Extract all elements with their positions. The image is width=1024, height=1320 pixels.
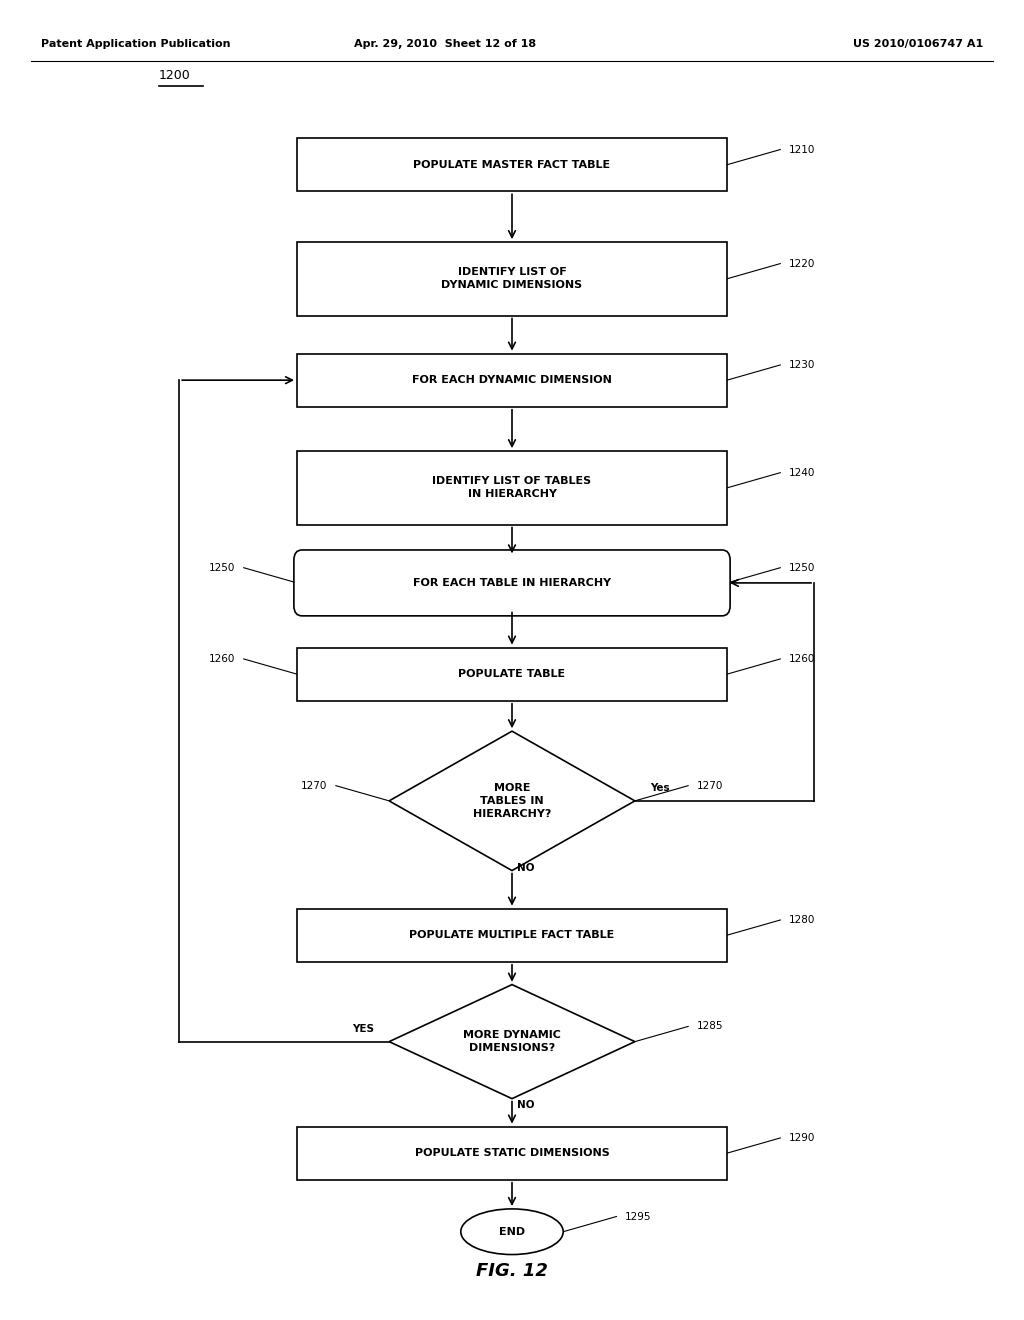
Text: IDENTIFY LIST OF
DYNAMIC DIMENSIONS: IDENTIFY LIST OF DYNAMIC DIMENSIONS [441, 268, 583, 290]
FancyBboxPatch shape [297, 908, 727, 962]
Text: 1285: 1285 [696, 1022, 723, 1031]
Text: Patent Application Publication: Patent Application Publication [41, 40, 230, 49]
FancyBboxPatch shape [297, 1126, 727, 1180]
FancyBboxPatch shape [297, 648, 727, 701]
FancyBboxPatch shape [297, 451, 727, 524]
Text: 1260: 1260 [788, 653, 815, 664]
Ellipse shape [461, 1209, 563, 1254]
Text: YES: YES [352, 1024, 374, 1034]
FancyBboxPatch shape [297, 139, 727, 191]
Text: NO: NO [517, 863, 535, 873]
FancyBboxPatch shape [297, 354, 727, 407]
Text: 1230: 1230 [788, 360, 815, 370]
Text: 1250: 1250 [209, 562, 236, 573]
Text: Yes: Yes [650, 783, 670, 793]
Text: END: END [499, 1226, 525, 1237]
FancyBboxPatch shape [294, 550, 730, 616]
Text: MORE DYNAMIC
DIMENSIONS?: MORE DYNAMIC DIMENSIONS? [463, 1030, 561, 1053]
Text: 1240: 1240 [788, 467, 815, 478]
Text: 1200: 1200 [159, 70, 190, 82]
Text: 1295: 1295 [625, 1212, 651, 1221]
Text: 1260: 1260 [209, 653, 236, 664]
Text: FOR EACH DYNAMIC DIMENSION: FOR EACH DYNAMIC DIMENSION [412, 375, 612, 385]
Polygon shape [389, 985, 635, 1098]
Text: Apr. 29, 2010  Sheet 12 of 18: Apr. 29, 2010 Sheet 12 of 18 [354, 40, 537, 49]
FancyBboxPatch shape [297, 242, 727, 315]
Text: 1290: 1290 [788, 1133, 815, 1143]
Text: 1250: 1250 [788, 562, 815, 573]
Text: MORE
TABLES IN
HIERARCHY?: MORE TABLES IN HIERARCHY? [473, 783, 551, 818]
Text: POPULATE TABLE: POPULATE TABLE [459, 669, 565, 680]
Polygon shape [389, 731, 635, 871]
Text: FIG. 12: FIG. 12 [476, 1262, 548, 1280]
Text: FOR EACH TABLE IN HIERARCHY: FOR EACH TABLE IN HIERARCHY [413, 578, 611, 587]
Text: US 2010/0106747 A1: US 2010/0106747 A1 [853, 40, 983, 49]
Text: POPULATE MULTIPLE FACT TABLE: POPULATE MULTIPLE FACT TABLE [410, 931, 614, 940]
Text: NO: NO [517, 1100, 535, 1110]
Text: IDENTIFY LIST OF TABLES
IN HIERARCHY: IDENTIFY LIST OF TABLES IN HIERARCHY [432, 477, 592, 499]
Text: 1280: 1280 [788, 915, 815, 925]
Text: 1210: 1210 [788, 144, 815, 154]
Text: 1270: 1270 [301, 780, 328, 791]
Text: 1270: 1270 [696, 780, 723, 791]
Text: 1220: 1220 [788, 259, 815, 268]
Text: POPULATE STATIC DIMENSIONS: POPULATE STATIC DIMENSIONS [415, 1148, 609, 1158]
Text: POPULATE MASTER FACT TABLE: POPULATE MASTER FACT TABLE [414, 160, 610, 170]
